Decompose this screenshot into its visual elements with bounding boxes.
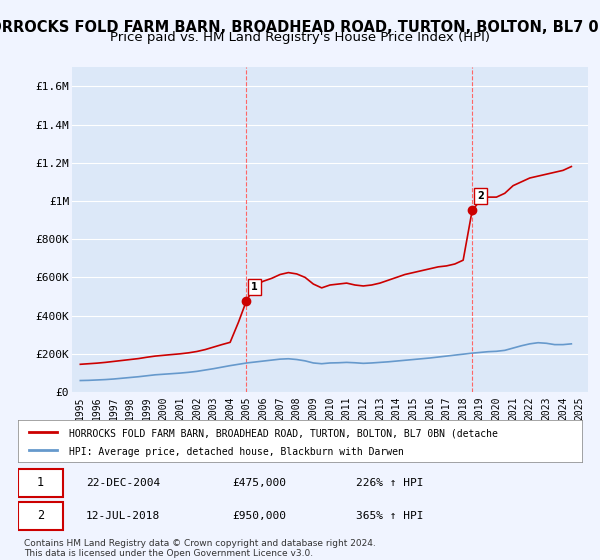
Text: 226% ↑ HPI: 226% ↑ HPI bbox=[356, 478, 424, 488]
Text: Price paid vs. HM Land Registry's House Price Index (HPI): Price paid vs. HM Land Registry's House … bbox=[110, 31, 490, 44]
Text: 1: 1 bbox=[251, 282, 258, 292]
FancyBboxPatch shape bbox=[18, 502, 63, 530]
Text: £475,000: £475,000 bbox=[232, 478, 286, 488]
Text: HORROCKS FOLD FARM BARN, BROADHEAD ROAD, TURTON, BOLTON, BL7 0BN (detache: HORROCKS FOLD FARM BARN, BROADHEAD ROAD,… bbox=[69, 428, 497, 438]
Text: £950,000: £950,000 bbox=[232, 511, 286, 521]
Text: 365% ↑ HPI: 365% ↑ HPI bbox=[356, 511, 424, 521]
Text: HPI: Average price, detached house, Blackburn with Darwen: HPI: Average price, detached house, Blac… bbox=[69, 447, 404, 457]
FancyBboxPatch shape bbox=[18, 469, 63, 497]
Text: Contains HM Land Registry data © Crown copyright and database right 2024.
This d: Contains HM Land Registry data © Crown c… bbox=[24, 539, 376, 558]
Text: 2: 2 bbox=[37, 510, 44, 522]
Text: 12-JUL-2018: 12-JUL-2018 bbox=[86, 511, 160, 521]
Text: 22-DEC-2004: 22-DEC-2004 bbox=[86, 478, 160, 488]
Text: 2: 2 bbox=[477, 191, 484, 201]
Text: 1: 1 bbox=[37, 477, 44, 489]
Text: HORROCKS FOLD FARM BARN, BROADHEAD ROAD, TURTON, BOLTON, BL7 0BN: HORROCKS FOLD FARM BARN, BROADHEAD ROAD,… bbox=[0, 20, 600, 35]
